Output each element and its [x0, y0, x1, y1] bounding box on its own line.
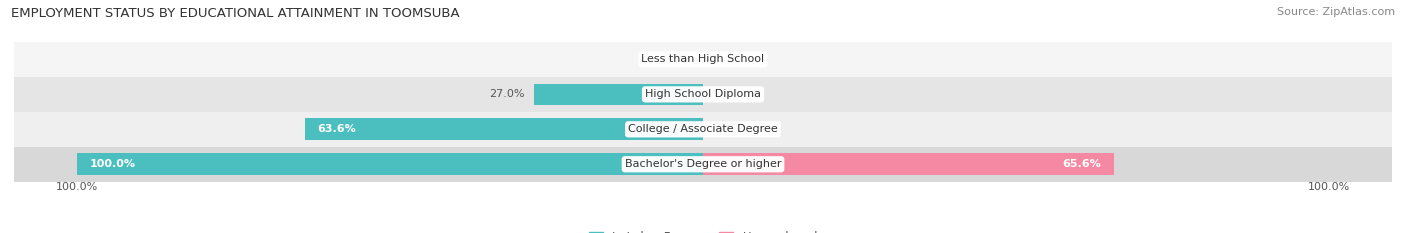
Legend: In Labor Force, Unemployed: In Labor Force, Unemployed [583, 226, 823, 233]
Bar [305, 118, 703, 140]
Bar [534, 84, 703, 105]
Text: 0.0%: 0.0% [716, 124, 744, 134]
Bar [14, 112, 1392, 147]
Text: Bachelor's Degree or higher: Bachelor's Degree or higher [624, 159, 782, 169]
Text: 65.6%: 65.6% [1063, 159, 1101, 169]
Text: 63.6%: 63.6% [318, 124, 356, 134]
Bar [703, 154, 1114, 175]
Text: 100.0%: 100.0% [1308, 182, 1350, 192]
Bar [14, 147, 1392, 182]
Text: 100.0%: 100.0% [89, 159, 135, 169]
Text: 0.0%: 0.0% [716, 89, 744, 99]
Text: College / Associate Degree: College / Associate Degree [628, 124, 778, 134]
Text: 100.0%: 100.0% [56, 182, 98, 192]
Text: EMPLOYMENT STATUS BY EDUCATIONAL ATTAINMENT IN TOOMSUBA: EMPLOYMENT STATUS BY EDUCATIONAL ATTAINM… [11, 7, 460, 20]
Text: 0.0%: 0.0% [662, 55, 690, 64]
Text: Source: ZipAtlas.com: Source: ZipAtlas.com [1277, 7, 1395, 17]
Text: 27.0%: 27.0% [489, 89, 524, 99]
Text: 0.0%: 0.0% [716, 55, 744, 64]
Bar [14, 42, 1392, 77]
Bar [77, 154, 703, 175]
Text: Less than High School: Less than High School [641, 55, 765, 64]
Bar [14, 77, 1392, 112]
Text: High School Diploma: High School Diploma [645, 89, 761, 99]
